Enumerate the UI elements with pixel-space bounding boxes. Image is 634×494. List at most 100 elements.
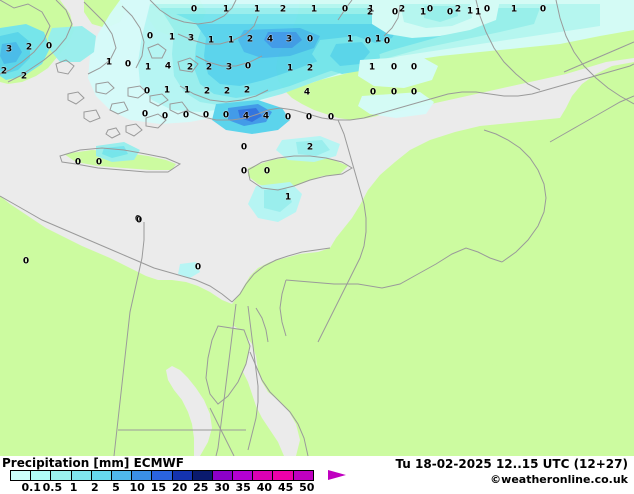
precip-value-label: 1: [284, 192, 292, 203]
precip-value-label: 1: [367, 4, 375, 15]
precip-value-label: 1: [474, 7, 482, 18]
precip-value-label: 0: [45, 41, 53, 52]
precip-value-label: 0: [22, 256, 30, 267]
precip-value-label: 3: [285, 34, 293, 45]
precip-value-label: 0: [410, 87, 418, 98]
precip-value-label: 3: [225, 62, 233, 73]
precip-value-label: 0: [327, 112, 335, 123]
cyprus-island: [248, 156, 348, 190]
precip-value-label: 0: [306, 34, 314, 45]
precip-value-label: 0: [222, 110, 230, 121]
precip-value-label: 0: [446, 7, 454, 18]
precip-value-label: 1: [105, 57, 113, 68]
legend-tick: 5: [112, 481, 120, 494]
precip-value-label: 4: [303, 87, 311, 98]
precip-value-label: 0: [141, 109, 149, 120]
precip-greece-d: [48, 26, 96, 62]
precip-value-label: 1: [510, 4, 518, 15]
precip-value-label: 2: [203, 86, 211, 97]
precip-value-label: 1: [368, 62, 376, 73]
precip-value-label: 0: [194, 262, 202, 273]
legend-tick: 35: [235, 481, 251, 494]
precip-value-label: 3: [187, 33, 195, 44]
precip-desert-cell: [178, 262, 200, 278]
legend-color-bar: [10, 470, 314, 481]
precip-value-label: 1: [163, 85, 171, 96]
precip-value-label: 2: [306, 63, 314, 74]
precip-value-label: 0: [143, 86, 151, 97]
precip-greece-c: [0, 42, 22, 64]
precip-value-label: 0: [539, 4, 547, 15]
precip-value-label: 0: [124, 59, 132, 70]
legend-tick: 20: [171, 481, 188, 494]
precip-value-label: 0: [244, 61, 252, 72]
precip-ne-e: [358, 92, 434, 118]
legend-color-cell: [211, 470, 234, 481]
precip-value-label: 2: [243, 85, 251, 96]
precip-value-label: 2: [20, 71, 28, 82]
legend-tick: 15: [150, 481, 167, 494]
legend-color-cell: [30, 470, 52, 481]
precip-value-label: 1: [144, 62, 152, 73]
precip-value-label: 1: [227, 35, 235, 46]
precip-value-label: 0: [391, 7, 399, 18]
precip-value-label: 1: [374, 34, 382, 45]
precip-value-label: 0: [263, 166, 271, 177]
legend-color-cell: [90, 470, 112, 481]
precip-value-label: 2: [25, 42, 33, 53]
precip-core-b: [264, 32, 302, 48]
map-canvas: [0, 0, 634, 456]
gulf-of-suez: [166, 366, 212, 456]
legend-tick: 40: [256, 481, 273, 494]
precip-value-label: 4: [242, 111, 250, 122]
precip-value-label: 0: [341, 4, 349, 15]
precip-value-label: 0: [383, 36, 391, 47]
legend-color-cell: [151, 470, 173, 481]
precip-value-label: 0: [240, 142, 248, 153]
legend-color-cell: [171, 470, 193, 481]
precip-value-label: 1: [346, 34, 354, 45]
precip-value-label: 1: [286, 63, 294, 74]
forecast-timestamp: Tu 18-02-2025 12..15 UTC (12+27): [395, 457, 628, 471]
precip-value-label: 0: [305, 112, 313, 123]
legend-color-cell: [10, 470, 32, 481]
precip-value-label: 2: [223, 86, 231, 97]
precipitation-field: [0, 0, 634, 278]
precip-ne-d: [358, 56, 438, 88]
legend-tick: 1: [69, 481, 78, 494]
precip-value-label: 1: [168, 32, 176, 43]
legend-tick: 30: [214, 481, 230, 494]
legend-color-cell: [232, 470, 254, 481]
precip-value-label: 4: [262, 111, 270, 122]
precip-value-label: 0: [410, 62, 418, 73]
legend-color-cell: [110, 470, 133, 481]
precip-value-label: 2: [366, 7, 374, 18]
legend-tick: 50: [299, 481, 315, 494]
precip-value-label: 1: [466, 6, 474, 17]
copyright-notice: ©weatheronline.co.uk: [490, 473, 628, 486]
precip-value-label: 2: [454, 4, 462, 15]
precip-value-label: 0: [426, 4, 434, 15]
precip-value-label: 2: [0, 66, 8, 77]
precip-value-label: 0: [95, 157, 103, 168]
precip-value-label: 2: [279, 4, 287, 15]
precip-value-label: 1: [310, 4, 318, 15]
legend-overflow-arrow: [328, 470, 346, 480]
precip-value-label: 0: [182, 110, 190, 121]
coastlines-and-borders: [0, 0, 634, 456]
precip-value-label: 2: [306, 142, 314, 153]
precip-value-label: 0: [390, 87, 398, 98]
precip-value-label: 0: [161, 111, 169, 122]
precip-value-label: 0: [483, 4, 491, 15]
legend-color-cell: [70, 470, 92, 481]
precip-cyprus-core: [296, 140, 330, 156]
map-footer: Precipitation [mm] ECMWF 0.1 0.5 1 2 5 10 15 20…: [0, 456, 634, 494]
precip-value-label: 0: [190, 4, 198, 15]
precip-value-label: 0: [364, 36, 372, 47]
legend-title: Precipitation [mm] ECMWF: [2, 456, 184, 470]
precip-value-label: 2: [205, 62, 213, 73]
legend-tick: 2: [90, 481, 99, 494]
precip-cyprus-s-core: [264, 188, 292, 212]
